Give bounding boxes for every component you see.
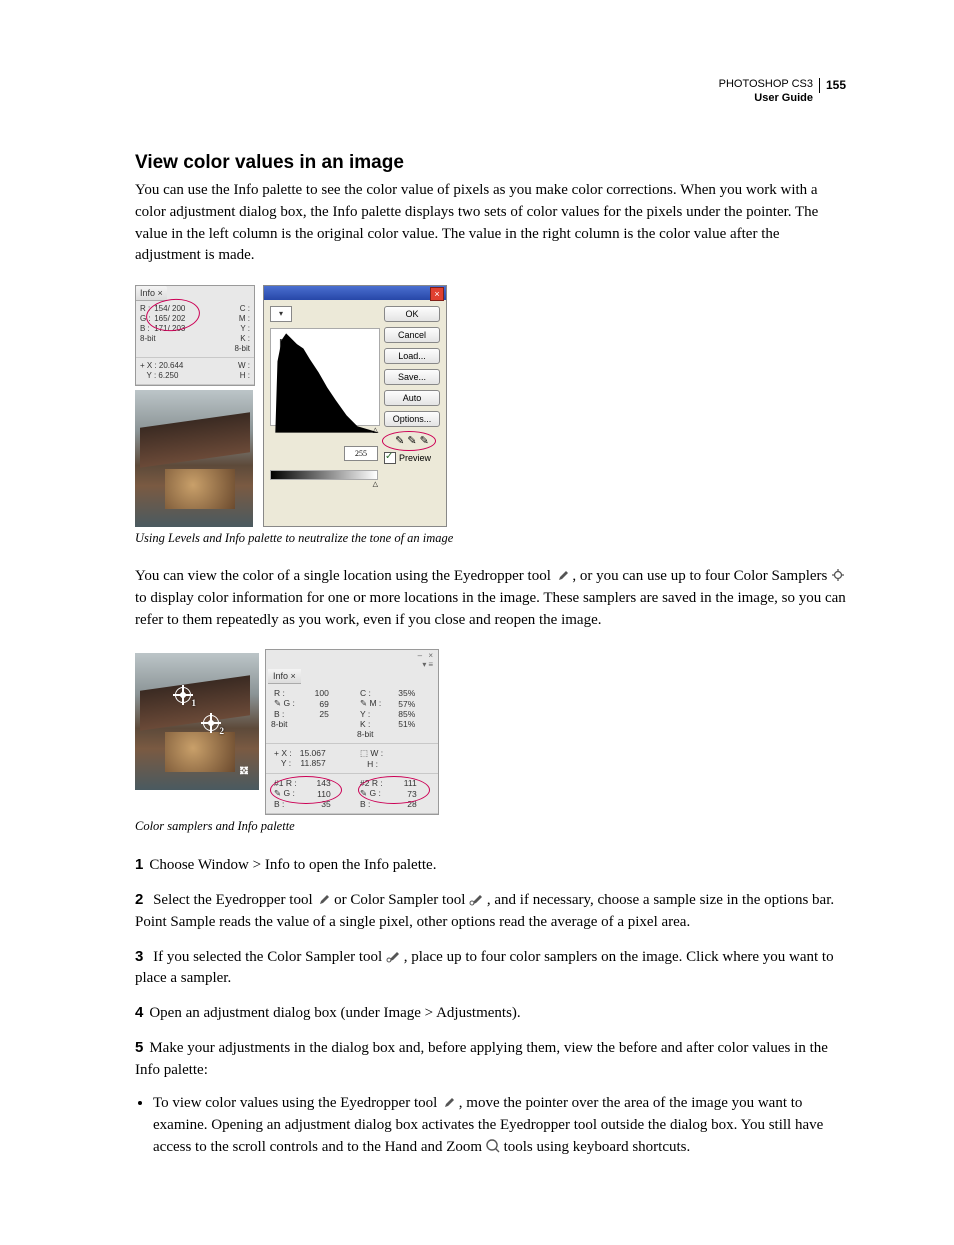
dialog-titlebar: × (264, 286, 446, 300)
options-button[interactable]: Options... (384, 411, 440, 427)
color-sampler-icon (386, 949, 400, 963)
bullet1-c: tools using keyboard shortcuts. (504, 1139, 691, 1155)
ip2-k: 51% (384, 719, 418, 729)
product-name: PHOTOSHOP CS3 (719, 78, 813, 92)
info-h: H : (240, 371, 250, 380)
eyedropper-icon (555, 568, 569, 582)
zoom-icon (486, 1139, 500, 1153)
ok-button[interactable]: OK (384, 306, 440, 322)
info-palette: Info × R : 154/ 200 G : 165/ 202 B : 171… (135, 285, 255, 386)
color-sampler-target-icon (831, 568, 845, 582)
figure2-caption: Color samplers and Info palette (135, 819, 846, 834)
cancel-button[interactable]: Cancel (384, 327, 440, 343)
step1-text: Choose Window > Info to open the Info pa… (149, 857, 436, 873)
info-c: C : (195, 304, 250, 314)
sample-image (135, 390, 253, 527)
step2-a: Select the Eyedropper tool (153, 892, 316, 908)
intro-paragraph: You can use the Info palette to see the … (135, 180, 846, 267)
ip2-c: 35% (384, 688, 418, 698)
step-5: 5Make your adjustments in the dialog box… (135, 1037, 846, 1082)
step5-text: Make your adjustments in the dialog box … (135, 1040, 828, 1078)
mid-text-c: to display color information for one or … (135, 590, 846, 628)
page-header: PHOTOSHOP CS3 User Guide 155 (719, 78, 846, 106)
info-g: 165/ 202 (154, 314, 185, 323)
eyedropper-white-icon[interactable]: ✎ (420, 434, 429, 447)
output-gradient (270, 470, 378, 480)
step-1: 1Choose Window > Info to open the Info p… (135, 854, 846, 877)
info-tab-2: Info × (268, 669, 301, 684)
figure-color-samplers: 1 2 ✥ – ×▾≡ Info × R :100 ✎ G :69 B :25 … (135, 649, 846, 815)
page-number: 155 (819, 78, 846, 93)
info-b: 171/ 203 (154, 324, 185, 333)
eyedropper-gray-icon[interactable]: ✎ (407, 434, 416, 447)
preview-checkbox[interactable]: Preview (384, 452, 440, 464)
mid-text-b: , or you can use up to four Color Sample… (572, 568, 831, 584)
step3-a: If you selected the Color Sampler tool (153, 949, 386, 965)
info-bit-left: 8-bit (140, 334, 195, 344)
preview-label: Preview (399, 453, 431, 463)
figure-levels-info: Info × R : 154/ 200 G : 165/ 202 B : 171… (135, 285, 846, 527)
info-x: 20.644 (159, 361, 183, 370)
sample-image-2: 1 2 ✥ (135, 653, 259, 790)
ip2-y2: 11.857 (295, 758, 329, 768)
mid-paragraph: You can view the color of a single locat… (135, 566, 846, 631)
info-k: K : (195, 334, 250, 344)
step-4: 4Open an adjustment dialog box (under Im… (135, 1002, 846, 1025)
figure1-caption: Using Levels and Info palette to neutral… (135, 531, 846, 546)
guide-label: User Guide (719, 92, 813, 106)
ip2-m: 57% (384, 698, 418, 709)
info-tab: Info × (136, 286, 167, 301)
info-bit-right: 8-bit (195, 344, 250, 354)
eyedropper-black-icon[interactable]: ✎ (395, 434, 404, 447)
mid-text-a: You can view the color of a single locat… (135, 568, 555, 584)
info-w: W : (238, 361, 250, 370)
ip2-r: 100 (298, 688, 332, 698)
step-3: 3 If you selected the Color Sampler tool… (135, 946, 846, 991)
info-r: 154/ 200 (154, 304, 185, 313)
ip2-y: 85% (384, 709, 418, 719)
info-palette-2: – ×▾≡ Info × R :100 ✎ G :69 B :25 8-bit … (265, 649, 439, 815)
save-button[interactable]: Save... (384, 369, 440, 385)
info-y: Y : (195, 324, 250, 334)
step-2: 2 Select the Eyedropper tool or Color Sa… (135, 889, 846, 934)
color-sampler-icon (469, 892, 483, 906)
auto-button[interactable]: Auto (384, 390, 440, 406)
ip2-b: 25 (298, 709, 332, 719)
ip2-bit-r: 8-bit (357, 729, 433, 739)
info-y: 6.250 (158, 371, 178, 380)
input-white-field[interactable]: 255 (344, 446, 378, 461)
channel-dropdown[interactable]: ▾ (270, 306, 292, 322)
histogram (270, 328, 380, 426)
load-button[interactable]: Load... (384, 348, 440, 364)
eyedropper-set[interactable]: ✎ ✎ ✎ (384, 434, 440, 447)
step2-b: or Color Sampler tool (334, 892, 469, 908)
step5-bullets: To view color values using the Eyedroppe… (139, 1093, 846, 1158)
section-title: View color values in an image (135, 152, 846, 174)
eyedropper-icon (316, 892, 330, 906)
bullet1-a: To view color values using the Eyedroppe… (153, 1095, 441, 1111)
info-m: M : (195, 314, 250, 324)
levels-dialog: × ▾ △ 255 △ (263, 285, 447, 527)
ip2-bit-l: 8-bit (271, 719, 347, 729)
step4-text: Open an adjustment dialog box (under Ima… (149, 1005, 520, 1021)
bullet-1: To view color values using the Eyedroppe… (153, 1093, 846, 1158)
eyedropper-icon (441, 1095, 455, 1109)
ip2-x: 15.067 (295, 748, 329, 758)
close-icon[interactable]: × (430, 287, 444, 301)
ip2-g: 69 (298, 698, 332, 709)
